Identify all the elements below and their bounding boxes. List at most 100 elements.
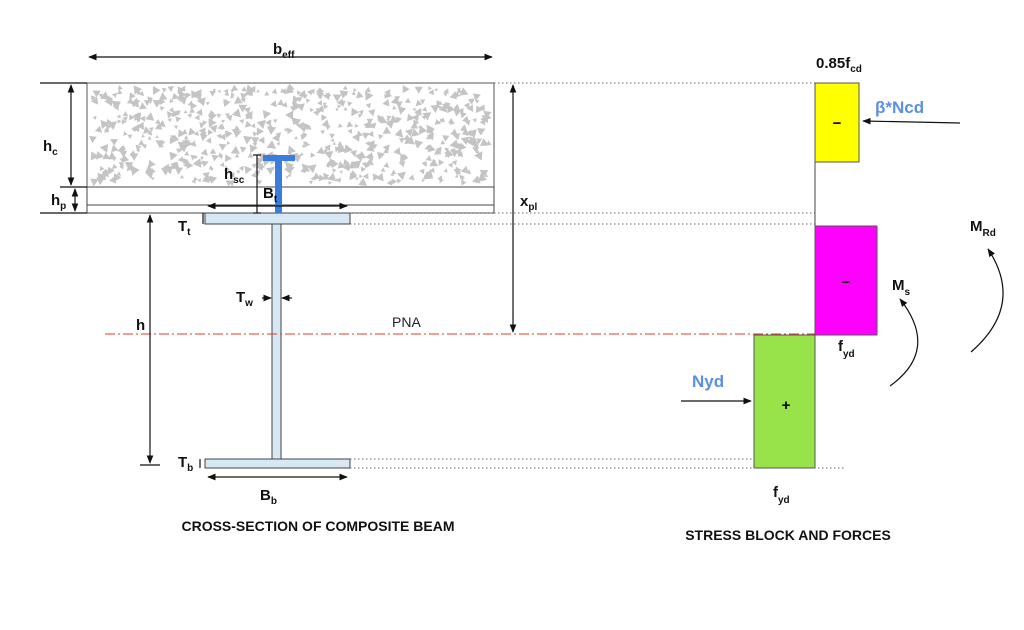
aggregate-mark <box>472 117 477 123</box>
aggregate-mark <box>199 122 205 128</box>
aggregate-mark <box>362 173 369 180</box>
aggregate-mark <box>256 127 264 136</box>
aggregate-mark <box>393 147 401 156</box>
aggregate-mark <box>129 114 135 121</box>
aggregate-mark <box>99 143 109 153</box>
aggregate-mark <box>181 158 188 165</box>
aggregate-mark <box>97 172 107 182</box>
aggregate-mark <box>323 104 329 110</box>
aggregate-mark <box>329 133 335 139</box>
aggregate-mark <box>327 172 337 182</box>
aggregate-mark <box>122 111 129 117</box>
aggregate-mark <box>251 172 257 178</box>
aggregate-mark <box>209 90 216 97</box>
aggregate-mark <box>438 159 445 166</box>
aggregate-mark <box>463 102 470 109</box>
aggregate-mark <box>356 91 364 99</box>
aggregate-mark <box>238 104 248 113</box>
aggregate-mark <box>419 99 426 105</box>
aggregate-mark <box>382 98 390 107</box>
aggregate-mark <box>117 85 123 90</box>
aggregate-mark <box>112 163 118 169</box>
aggregate-mark <box>96 177 106 186</box>
aggregate-mark <box>406 113 415 122</box>
aggregate-mark <box>160 106 165 111</box>
aggregate-mark <box>341 162 350 172</box>
aggregate-mark <box>286 127 293 135</box>
aggregate-mark <box>419 168 425 175</box>
aggregate-mark <box>446 105 453 112</box>
aggregate-mark <box>183 161 190 168</box>
aggregate-mark <box>485 140 492 146</box>
mrd-moment-arrow <box>970 248 1004 353</box>
aggregate-mark <box>386 115 392 121</box>
aggregate-mark <box>107 121 117 130</box>
aggregate-mark <box>304 166 311 172</box>
tw-label: Tw <box>236 289 253 309</box>
aggregate-mark <box>224 113 230 118</box>
aggregate-mark <box>454 91 461 99</box>
aggregate-mark <box>472 93 481 101</box>
aggregate-mark <box>464 119 471 126</box>
aggregate-mark <box>208 175 218 184</box>
aggregate-mark <box>195 95 202 101</box>
aggregate-mark <box>332 168 337 173</box>
aggregate-mark <box>365 157 374 166</box>
aggregate-mark <box>369 153 374 159</box>
aggregate-mark <box>252 131 258 137</box>
aggregate-mark <box>101 168 108 175</box>
aggregate-mark <box>363 121 370 129</box>
aggregate-mark <box>367 130 374 137</box>
aggregate-mark <box>332 94 342 102</box>
aggregate-mark <box>455 166 461 173</box>
aggregate-mark <box>365 102 371 109</box>
aggregate-mark <box>285 85 295 94</box>
aggregate-mark <box>250 123 256 129</box>
aggregate-mark <box>221 119 226 124</box>
aggregate-mark <box>366 118 374 125</box>
aggregate-mark <box>332 142 336 146</box>
aggregate-mark <box>398 160 406 168</box>
aggregate-mark <box>440 139 446 145</box>
aggregate-mark <box>300 126 307 133</box>
aggregate-mark <box>143 126 151 134</box>
aggregate-mark <box>91 97 99 105</box>
aggregate-mark <box>421 178 425 183</box>
aggregate-mark <box>271 88 278 94</box>
aggregate-mark <box>264 91 270 96</box>
aggregate-mark <box>306 89 313 96</box>
aggregate-mark <box>259 138 265 143</box>
aggregate-mark <box>199 161 203 165</box>
aggregate-mark <box>138 90 144 97</box>
concrete-stress-block <box>814 82 860 163</box>
aggregate-mark <box>168 107 174 113</box>
aggregate-mark <box>155 135 159 139</box>
aggregate-mark <box>244 165 253 175</box>
aggregate-mark <box>447 162 453 168</box>
aggregate-mark <box>159 143 164 148</box>
aggregate-mark <box>262 110 272 119</box>
aggregate-mark <box>107 151 117 160</box>
aggregate-mark <box>245 112 253 120</box>
aggregate-mark <box>224 154 232 162</box>
aggregate-mark <box>413 119 420 127</box>
aggregate-mark <box>244 120 252 128</box>
aggregate-mark <box>191 90 199 99</box>
aggregate-mark <box>306 125 312 130</box>
aggregate-mark <box>236 170 241 174</box>
aggregate-mark <box>356 130 363 138</box>
aggregate-mark <box>287 173 291 178</box>
aggregate-mark <box>294 136 298 140</box>
aggregate-mark <box>145 164 154 173</box>
aggregate-mark <box>240 97 246 103</box>
aggregate-mark <box>414 108 422 116</box>
aggregate-mark <box>304 141 311 148</box>
aggregate-mark <box>479 169 489 178</box>
aggregate-mark <box>395 101 403 109</box>
aggregate-mark <box>458 107 464 114</box>
aggregate-mark <box>413 141 422 149</box>
aggregate-mark <box>452 103 461 112</box>
aggregate-mark <box>285 110 294 120</box>
aggregate-mark <box>112 92 118 98</box>
